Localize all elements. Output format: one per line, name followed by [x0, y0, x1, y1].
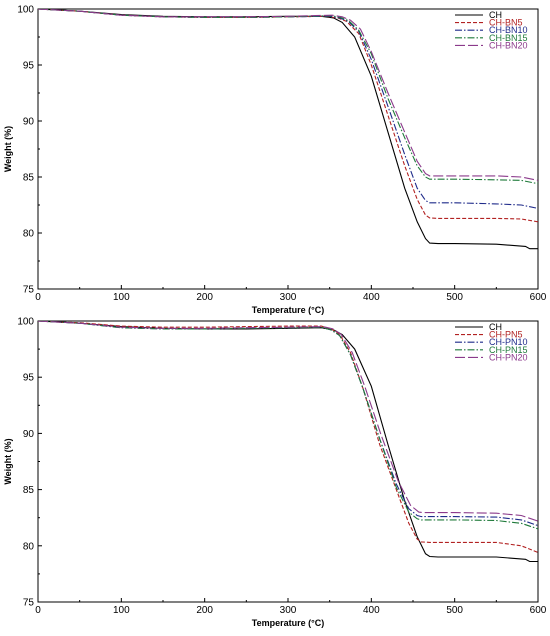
- x-tick-label: 600: [530, 292, 547, 303]
- y-tick-label: 80: [23, 229, 35, 240]
- y-tick-label: 90: [23, 429, 35, 440]
- x-tick-label: 300: [280, 292, 297, 303]
- x-tick-label: 200: [196, 605, 213, 616]
- y-tick-label: 95: [23, 61, 35, 72]
- x-tick-label: 400: [363, 605, 380, 616]
- legend-entry: CH-PN5: [489, 330, 523, 340]
- legend-entry: CH-PN20: [489, 352, 528, 362]
- series-line-ch-pn20: [38, 321, 538, 522]
- legend-entry: CH-PN10: [489, 337, 528, 347]
- x-tick-label: 500: [446, 605, 463, 616]
- legend-entry: CH-BN10: [489, 25, 528, 35]
- series-line-ch-bn15: [38, 9, 538, 185]
- legend-entry: CH: [489, 322, 502, 332]
- y-tick-label: 75: [23, 285, 35, 296]
- legend-entry: CH-BN5: [489, 18, 523, 28]
- y-tick-label: 100: [17, 5, 34, 16]
- x-axis-label: Temperature (°C): [252, 305, 324, 315]
- legend-entry: CH: [489, 10, 502, 20]
- series-line-ch-pn10: [38, 321, 538, 527]
- legend-entry: CH-BN20: [489, 40, 528, 50]
- y-tick-label: 75: [23, 598, 35, 609]
- x-tick-label: 0: [35, 292, 41, 303]
- y-tick-label: 80: [23, 541, 35, 552]
- series-line-ch-bn5: [38, 9, 538, 223]
- legend-entry: CH-PN15: [489, 345, 528, 355]
- plot-frame: [37, 8, 539, 290]
- x-tick-label: 0: [35, 605, 41, 616]
- plot-frame: [37, 320, 539, 603]
- x-tick-label: 400: [363, 292, 380, 303]
- x-tick-label: 100: [113, 605, 130, 616]
- y-tick-label: 85: [23, 485, 35, 496]
- series-line-ch-bn20: [38, 9, 538, 181]
- legend-entry: CH-BN15: [489, 33, 528, 43]
- series-line-ch-bn10: [38, 9, 538, 209]
- y-tick-label: 85: [23, 173, 35, 184]
- y-tick-label: 100: [17, 317, 34, 328]
- y-axis-label: Weight (%): [3, 438, 13, 484]
- y-axis-label: Weight (%): [3, 126, 13, 172]
- series-line-ch-pn15: [38, 321, 538, 530]
- y-tick-label: 90: [23, 117, 35, 128]
- x-tick-label: 200: [196, 292, 213, 303]
- y-tick-label: 95: [23, 373, 35, 384]
- x-tick-label: 300: [280, 605, 297, 616]
- series-line-ch-pn5: [38, 321, 538, 554]
- chart-top-ch-bn: 0 100 200 300 400 500 600 75 80 85 90 95 100 Temperat…: [3, 5, 547, 316]
- x-tick-label: 100: [113, 292, 130, 303]
- chart-bottom-ch-pn: 0 100 200 300 400 500 600 75 80 85 90 95 100 Temperat…: [3, 317, 547, 629]
- x-tick-label: 600: [530, 605, 547, 616]
- x-axis-label: Temperature (°C): [252, 618, 324, 628]
- x-tick-label: 500: [446, 292, 463, 303]
